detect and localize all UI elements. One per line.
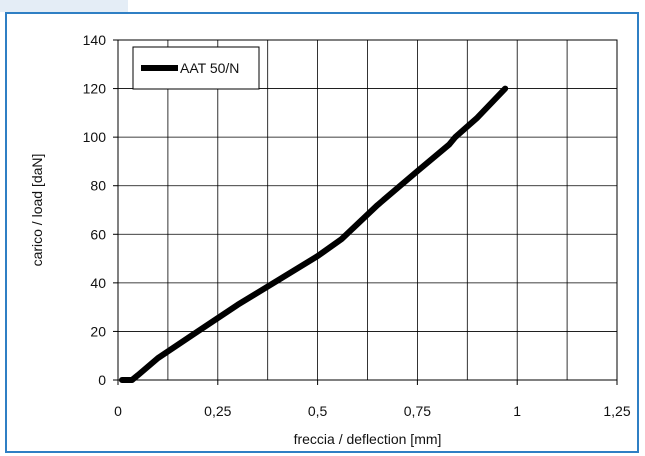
legend: AAT 50/N	[132, 46, 260, 90]
series-group	[119, 85, 509, 383]
y-tick-label: 0	[98, 372, 106, 388]
x-axis-label: freccia / deflection [mm]	[294, 431, 442, 447]
y-tick-label: 120	[83, 81, 107, 97]
x-tick-label: 0,5	[308, 403, 328, 419]
y-tick-label: 40	[90, 275, 106, 291]
y-axis-ticks: 0 20 40 60 80 100 120 140	[83, 32, 118, 388]
x-tick-label: 0	[114, 403, 122, 419]
x-tick-label: 0,25	[204, 403, 231, 419]
y-tick-label: 80	[90, 178, 106, 194]
legend-label: AAT 50/N	[180, 60, 239, 76]
y-tick-label: 100	[83, 129, 107, 145]
y-tick-label: 140	[83, 32, 107, 48]
series-line	[119, 85, 509, 383]
plot-area	[117, 39, 618, 381]
x-axis-ticks: 0 0,25 0,5 0,75 1 1,25	[114, 380, 631, 419]
x-tick-label: 1	[513, 403, 521, 419]
y-tick-label: 60	[90, 226, 106, 242]
grid-lines	[118, 40, 617, 380]
x-tick-label: 1,25	[603, 403, 630, 419]
y-axis-label: carico / load [daN]	[29, 154, 45, 267]
corner-tab	[0, 0, 128, 12]
y-tick-label: 20	[90, 323, 106, 339]
x-tick-label: 0,75	[404, 403, 431, 419]
